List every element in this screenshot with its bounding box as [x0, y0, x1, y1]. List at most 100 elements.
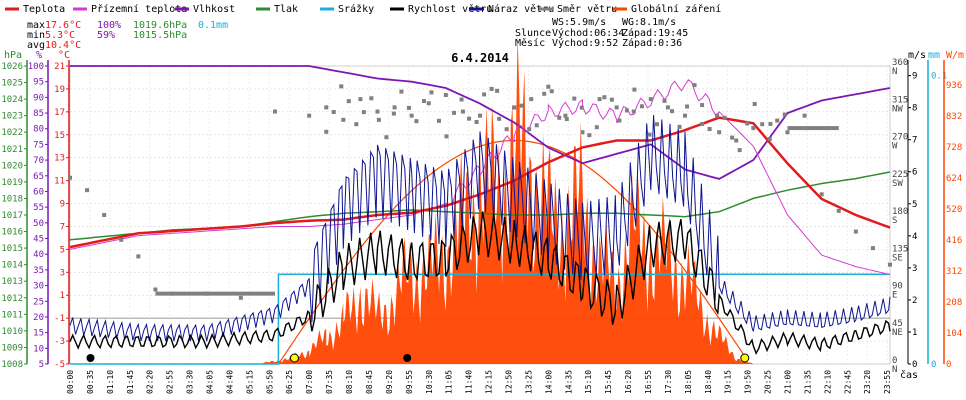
axis-degc-tick-label: 21 [54, 62, 65, 72]
wind-dir-point [339, 84, 344, 89]
axis-dir-tick-label: 360 [892, 58, 908, 68]
wind-dir-point [717, 130, 722, 135]
wind-dir-point [504, 127, 509, 132]
wind-dir-calm-band [787, 126, 839, 131]
x-tick-label: 18:05 [684, 370, 693, 394]
wind-dir-point [752, 101, 757, 106]
x-tick-label: 08:10 [345, 370, 354, 394]
axis-hpa-tick-label: 1019 [1, 178, 23, 188]
wind-dir-point [153, 287, 158, 292]
x-tick-label: 15:45 [604, 370, 613, 394]
series-radiation-area [257, 34, 754, 364]
axis-ms-tick-label: 1 [912, 328, 917, 338]
axis-degc-tick-label: 9 [60, 200, 65, 210]
wind-dir-point [700, 103, 705, 108]
unit-hpa: hPa [4, 50, 22, 61]
wind-dir-point [730, 135, 735, 140]
x-tick-label: 01:45 [126, 370, 135, 394]
legend-item: Rychlost větru [390, 3, 492, 15]
unit-degc: °C [58, 50, 70, 61]
wind-dir-point [557, 115, 562, 120]
axis-dir-tick-label: 315 [892, 95, 908, 105]
stat-max-label: max [27, 20, 45, 31]
axis-ms-tick-label: 2 [912, 296, 917, 306]
wind-dir-point [497, 116, 502, 121]
wind-dir-point [102, 213, 107, 217]
wind-dir-point [391, 111, 396, 116]
wind-dir-point [768, 121, 773, 126]
legend-item: Náraz větru [470, 3, 554, 15]
wind-dir-point [512, 105, 517, 110]
axis-dir-tick-label: 270 [892, 133, 908, 143]
wind-dir-point [572, 96, 577, 101]
wind-dir-point [662, 98, 667, 103]
series-humidity [70, 65, 891, 180]
axis-dir-tick-label: 135 [892, 244, 908, 254]
plot-area [68, 34, 892, 365]
wind-dir-point [406, 105, 411, 110]
stat-min-temp: 5.3°C [45, 30, 75, 41]
info-wg: WG:8.1m/s [622, 17, 676, 28]
axis-degc-tick-label: 1 [60, 291, 65, 301]
x-tick-label: 02:55 [166, 370, 175, 394]
wind-dir-point [384, 135, 389, 140]
x-tick-label: 04:05 [206, 370, 215, 394]
unit-ms: m/s [908, 50, 926, 61]
wind-dir-point [324, 129, 329, 134]
chart-title: 6.4.2014 [451, 51, 509, 65]
axis-pct-tick-label: 90 [33, 93, 44, 103]
wind-dir-point [692, 83, 697, 88]
legend-item: Směr větru [539, 3, 617, 15]
wind-dir-point [68, 175, 72, 180]
wind-dir-point [722, 115, 727, 120]
x-tick-label: 05:50 [265, 370, 274, 394]
axis-wm2-tick-label: 416 [946, 236, 962, 246]
wind-dir-point [358, 97, 363, 102]
x-tick-label: 09:20 [385, 370, 394, 394]
axis-wm2-tick-label: 936 [946, 81, 962, 91]
axis-degc-tick-label: -1 [54, 314, 65, 324]
wind-dir-point [376, 117, 381, 122]
legend-item: Globální záření [613, 3, 721, 15]
series-temperature [69, 116, 891, 249]
axis-dir-compass-label: N [892, 365, 897, 375]
legend-item: Vlhkost [175, 4, 235, 15]
sunset-marker [740, 353, 750, 363]
wind-dir-point [414, 119, 419, 124]
wind-dir-point [341, 117, 346, 122]
info-moon-label: Měsíc [515, 37, 545, 49]
wind-dir-point [437, 118, 441, 123]
x-tick-label: 18:40 [704, 370, 713, 394]
info-sun-label: Slunce [515, 28, 551, 39]
wind-dir-point [564, 117, 569, 122]
wind-dir-point [542, 91, 547, 96]
wind-dir-point [707, 127, 712, 132]
x-tick-label: 21:35 [803, 370, 812, 394]
wind-dir-point [870, 246, 875, 251]
axis-wm2-tick-label: 728 [946, 143, 962, 153]
wind-dir-point [324, 105, 329, 110]
axis-degc-tick-label: 7 [60, 222, 65, 232]
wind-dir-point [745, 121, 750, 126]
wind-dir-point [683, 113, 687, 118]
x-tick-label: 12:15 [485, 370, 494, 394]
axis-dir-tick-label: 45 [892, 319, 903, 329]
axis-pct-tick-label: 50 [33, 219, 44, 229]
legend-item: Tlak [256, 4, 298, 15]
wind-dir-point [346, 99, 351, 104]
sunrise-marker [289, 353, 299, 363]
wind-dir-point [782, 112, 787, 117]
unit-pct: % [36, 50, 42, 61]
x-tick-label: 06:25 [285, 370, 294, 394]
axis-hpa-tick-label: 1016 [1, 228, 23, 238]
axis-hpa-tick-label: 1015 [1, 244, 23, 254]
stat-max-press: 1019.6hPa [133, 20, 187, 31]
wind-dir-point [444, 134, 449, 139]
legend-label: Globální záření [631, 3, 721, 15]
x-tick-label: 12:50 [504, 370, 513, 394]
x-tick-label: 23:20 [863, 370, 872, 394]
x-tick-label: 00:35 [86, 370, 95, 394]
wind-dir-point [700, 121, 705, 126]
axis-hpa-tick-label: 1009 [1, 343, 23, 353]
wind-dir-point [460, 109, 465, 114]
